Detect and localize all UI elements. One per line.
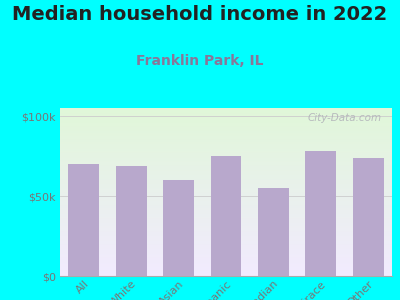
Text: City-Data.com: City-Data.com: [308, 113, 382, 123]
Bar: [210, 156, 242, 276]
Text: Median household income in 2022: Median household income in 2022: [12, 4, 388, 23]
Bar: [258, 188, 289, 276]
Text: Franklin Park, IL: Franklin Park, IL: [136, 54, 264, 68]
Bar: [163, 180, 194, 276]
Bar: [68, 164, 99, 276]
Bar: [353, 158, 384, 276]
Bar: [306, 151, 336, 276]
Bar: [116, 166, 146, 276]
